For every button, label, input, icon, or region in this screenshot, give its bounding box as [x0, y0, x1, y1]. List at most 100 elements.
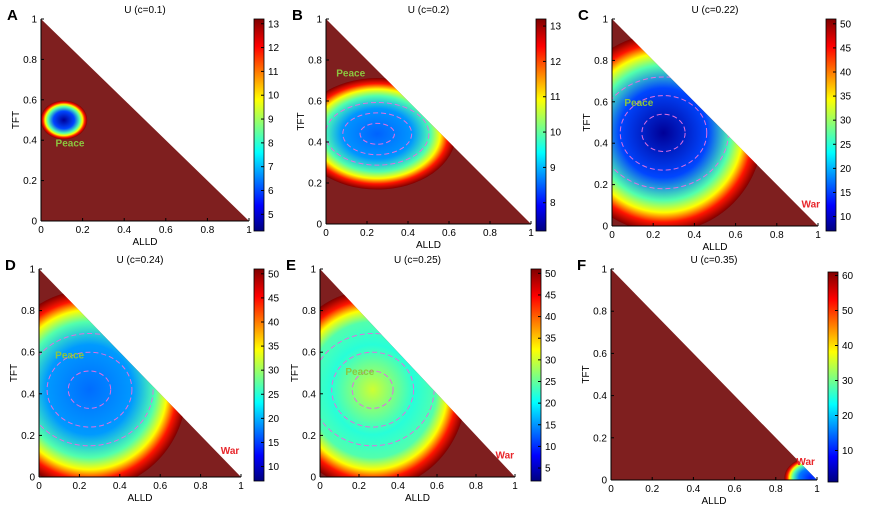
- x-tick-label: 0.4: [391, 481, 405, 492]
- colorbar-tick-label: 25: [545, 377, 557, 388]
- x-tick-label: 0.6: [430, 481, 444, 492]
- basin-war: [784, 457, 817, 480]
- colorbar-tick-label: 8: [550, 198, 556, 209]
- colorbar-tick-label: 10: [545, 442, 557, 453]
- y-tick-label: 0.2: [308, 179, 322, 190]
- colorbar-tick-label: 20: [268, 414, 280, 425]
- y-tick-label: 0.4: [23, 136, 37, 147]
- chart-title: U (c=0.35): [691, 255, 738, 266]
- y-tick-label: 1: [602, 15, 608, 26]
- colorbar-tick-label: 10: [268, 462, 280, 473]
- x-tick-label: 0.4: [687, 230, 701, 241]
- colorbar-tick-label: 15: [545, 420, 557, 431]
- annotation-peace: Peace: [336, 68, 365, 79]
- basin-peace: [326, 78, 456, 190]
- x-axis-label: ALLD: [132, 237, 157, 248]
- y-tick-label: 0.8: [308, 56, 322, 67]
- x-tick-label: 1: [814, 484, 820, 495]
- chart-title: U (c=0.1): [124, 5, 165, 16]
- y-tick-label: 0.6: [302, 348, 316, 359]
- annotation-peace: Peace: [55, 350, 84, 361]
- x-axis-label: ALLD: [702, 242, 727, 253]
- y-tick-label: 0: [29, 473, 35, 484]
- colorbar-tick-label: 60: [842, 271, 854, 282]
- y-tick-label: 0.6: [593, 349, 607, 360]
- x-tick-label: 1: [512, 481, 518, 492]
- colorbar-tick-label: 35: [840, 92, 852, 103]
- x-tick-label: 0.6: [442, 228, 456, 239]
- y-tick-label: 1: [31, 15, 37, 26]
- colorbar-tick-label: 13: [550, 22, 562, 33]
- y-axis-label: TFT: [290, 364, 301, 382]
- chart-title: U (c=0.22): [692, 5, 739, 16]
- x-tick-label: 0: [609, 230, 615, 241]
- flux-streamline: [46, 351, 133, 428]
- colorbar-tick-label: 20: [840, 164, 852, 175]
- y-tick-label: 0.6: [594, 97, 608, 108]
- y-axis-label: TFT: [296, 112, 307, 130]
- annotation-war: War: [221, 446, 240, 457]
- annotation-peace: Peace: [624, 98, 653, 109]
- x-tick-label: 0.4: [401, 228, 415, 239]
- colorbar-tick-label: 7: [268, 162, 274, 173]
- y-tick-label: 0.6: [21, 348, 35, 359]
- y-axis-label: TFT: [581, 365, 592, 383]
- panel-letter: F: [577, 257, 586, 274]
- y-tick-label: 0.8: [21, 306, 35, 317]
- y-axis-label: TFT: [582, 113, 593, 131]
- panel-letter: A: [7, 7, 18, 24]
- colorbar-tick-label: 10: [842, 446, 854, 457]
- panel-letter: C: [578, 7, 589, 24]
- flux-streamline: [641, 113, 686, 152]
- colorbar-tick-label: 40: [842, 341, 854, 352]
- y-tick-label: 0.2: [23, 176, 37, 187]
- x-tick-label: 0.2: [72, 481, 86, 492]
- colorbar-tick-label: 30: [268, 366, 280, 377]
- x-tick-label: 0.8: [769, 484, 783, 495]
- colorbar-tick-label: 10: [840, 212, 852, 223]
- flux-streamline: [326, 101, 430, 166]
- x-tick-label: 0.6: [159, 225, 173, 236]
- y-tick-label: 0.4: [21, 389, 35, 400]
- x-tick-label: 0: [38, 225, 44, 236]
- x-tick-label: 0.6: [153, 481, 167, 492]
- colorbar-tick-label: 50: [842, 306, 854, 317]
- x-tick-label: 1: [238, 481, 244, 492]
- colorbar-tick-label: 5: [268, 210, 274, 221]
- flux-streamline: [331, 351, 415, 428]
- flux-streamline: [342, 112, 413, 156]
- x-axis-label: ALLD: [416, 240, 441, 251]
- colorbar-tick-label: 45: [840, 43, 852, 54]
- y-axis-label: TFT: [11, 111, 22, 129]
- colorbar-tick-label: 11: [268, 67, 279, 78]
- flux-streamline: [39, 332, 154, 447]
- colorbar-tick-label: 20: [842, 411, 854, 422]
- y-tick-label: 0.8: [594, 56, 608, 67]
- colorbar: [253, 268, 265, 482]
- flux-streamline: [359, 122, 395, 145]
- annotation-war: War: [496, 450, 515, 461]
- colorbar-tick-label: 12: [268, 43, 280, 54]
- y-tick-label: 0.2: [21, 431, 35, 442]
- x-tick-label: 0.4: [117, 225, 131, 236]
- colorbar-tick-label: 10: [550, 128, 562, 139]
- annotation-war: War: [796, 457, 815, 468]
- flux-streamline: [67, 370, 112, 409]
- colorbar: [827, 271, 839, 483]
- y-tick-label: 0.4: [302, 389, 316, 400]
- x-tick-label: 0.6: [728, 484, 742, 495]
- y-tick-label: 0: [316, 220, 322, 231]
- x-tick-label: 0.2: [352, 481, 366, 492]
- colorbar-tick-label: 11: [550, 92, 561, 103]
- x-tick-label: 0.8: [194, 481, 208, 492]
- y-tick-label: 0.6: [308, 97, 322, 108]
- y-axis-label: TFT: [9, 364, 20, 382]
- y-tick-label: 0.4: [594, 139, 608, 150]
- flux-streamline: [619, 95, 708, 171]
- colorbar-tick-label: 12: [550, 57, 562, 68]
- y-tick-label: 0.4: [593, 391, 607, 402]
